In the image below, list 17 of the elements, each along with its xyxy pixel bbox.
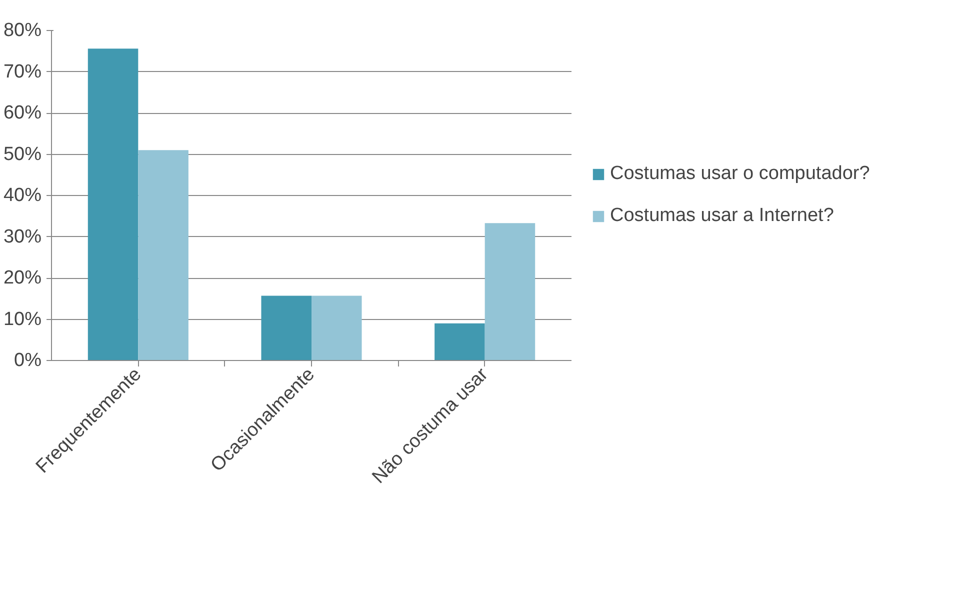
y-tick-label: 20% — [3, 268, 42, 288]
y-tick-label: 30% — [3, 226, 42, 248]
y-tick-label: 40% — [3, 185, 42, 206]
bar — [138, 150, 188, 360]
y-tick-label: 70% — [3, 61, 42, 82]
y-tick-label: 80% — [3, 20, 42, 41]
bar — [484, 223, 536, 360]
legend-label: Costumas usar a Internet? — [610, 205, 834, 227]
bar — [261, 296, 312, 360]
y-tick-label: 0% — [14, 350, 42, 371]
bar — [88, 48, 138, 360]
bar — [434, 323, 485, 360]
legend-label: Costumas usar o computador? — [610, 163, 870, 185]
y-tick-label: 10% — [3, 308, 42, 330]
y-tick-label: 60% — [3, 102, 42, 124]
y-tick-label: 50% — [3, 144, 42, 165]
bar — [312, 296, 362, 360]
